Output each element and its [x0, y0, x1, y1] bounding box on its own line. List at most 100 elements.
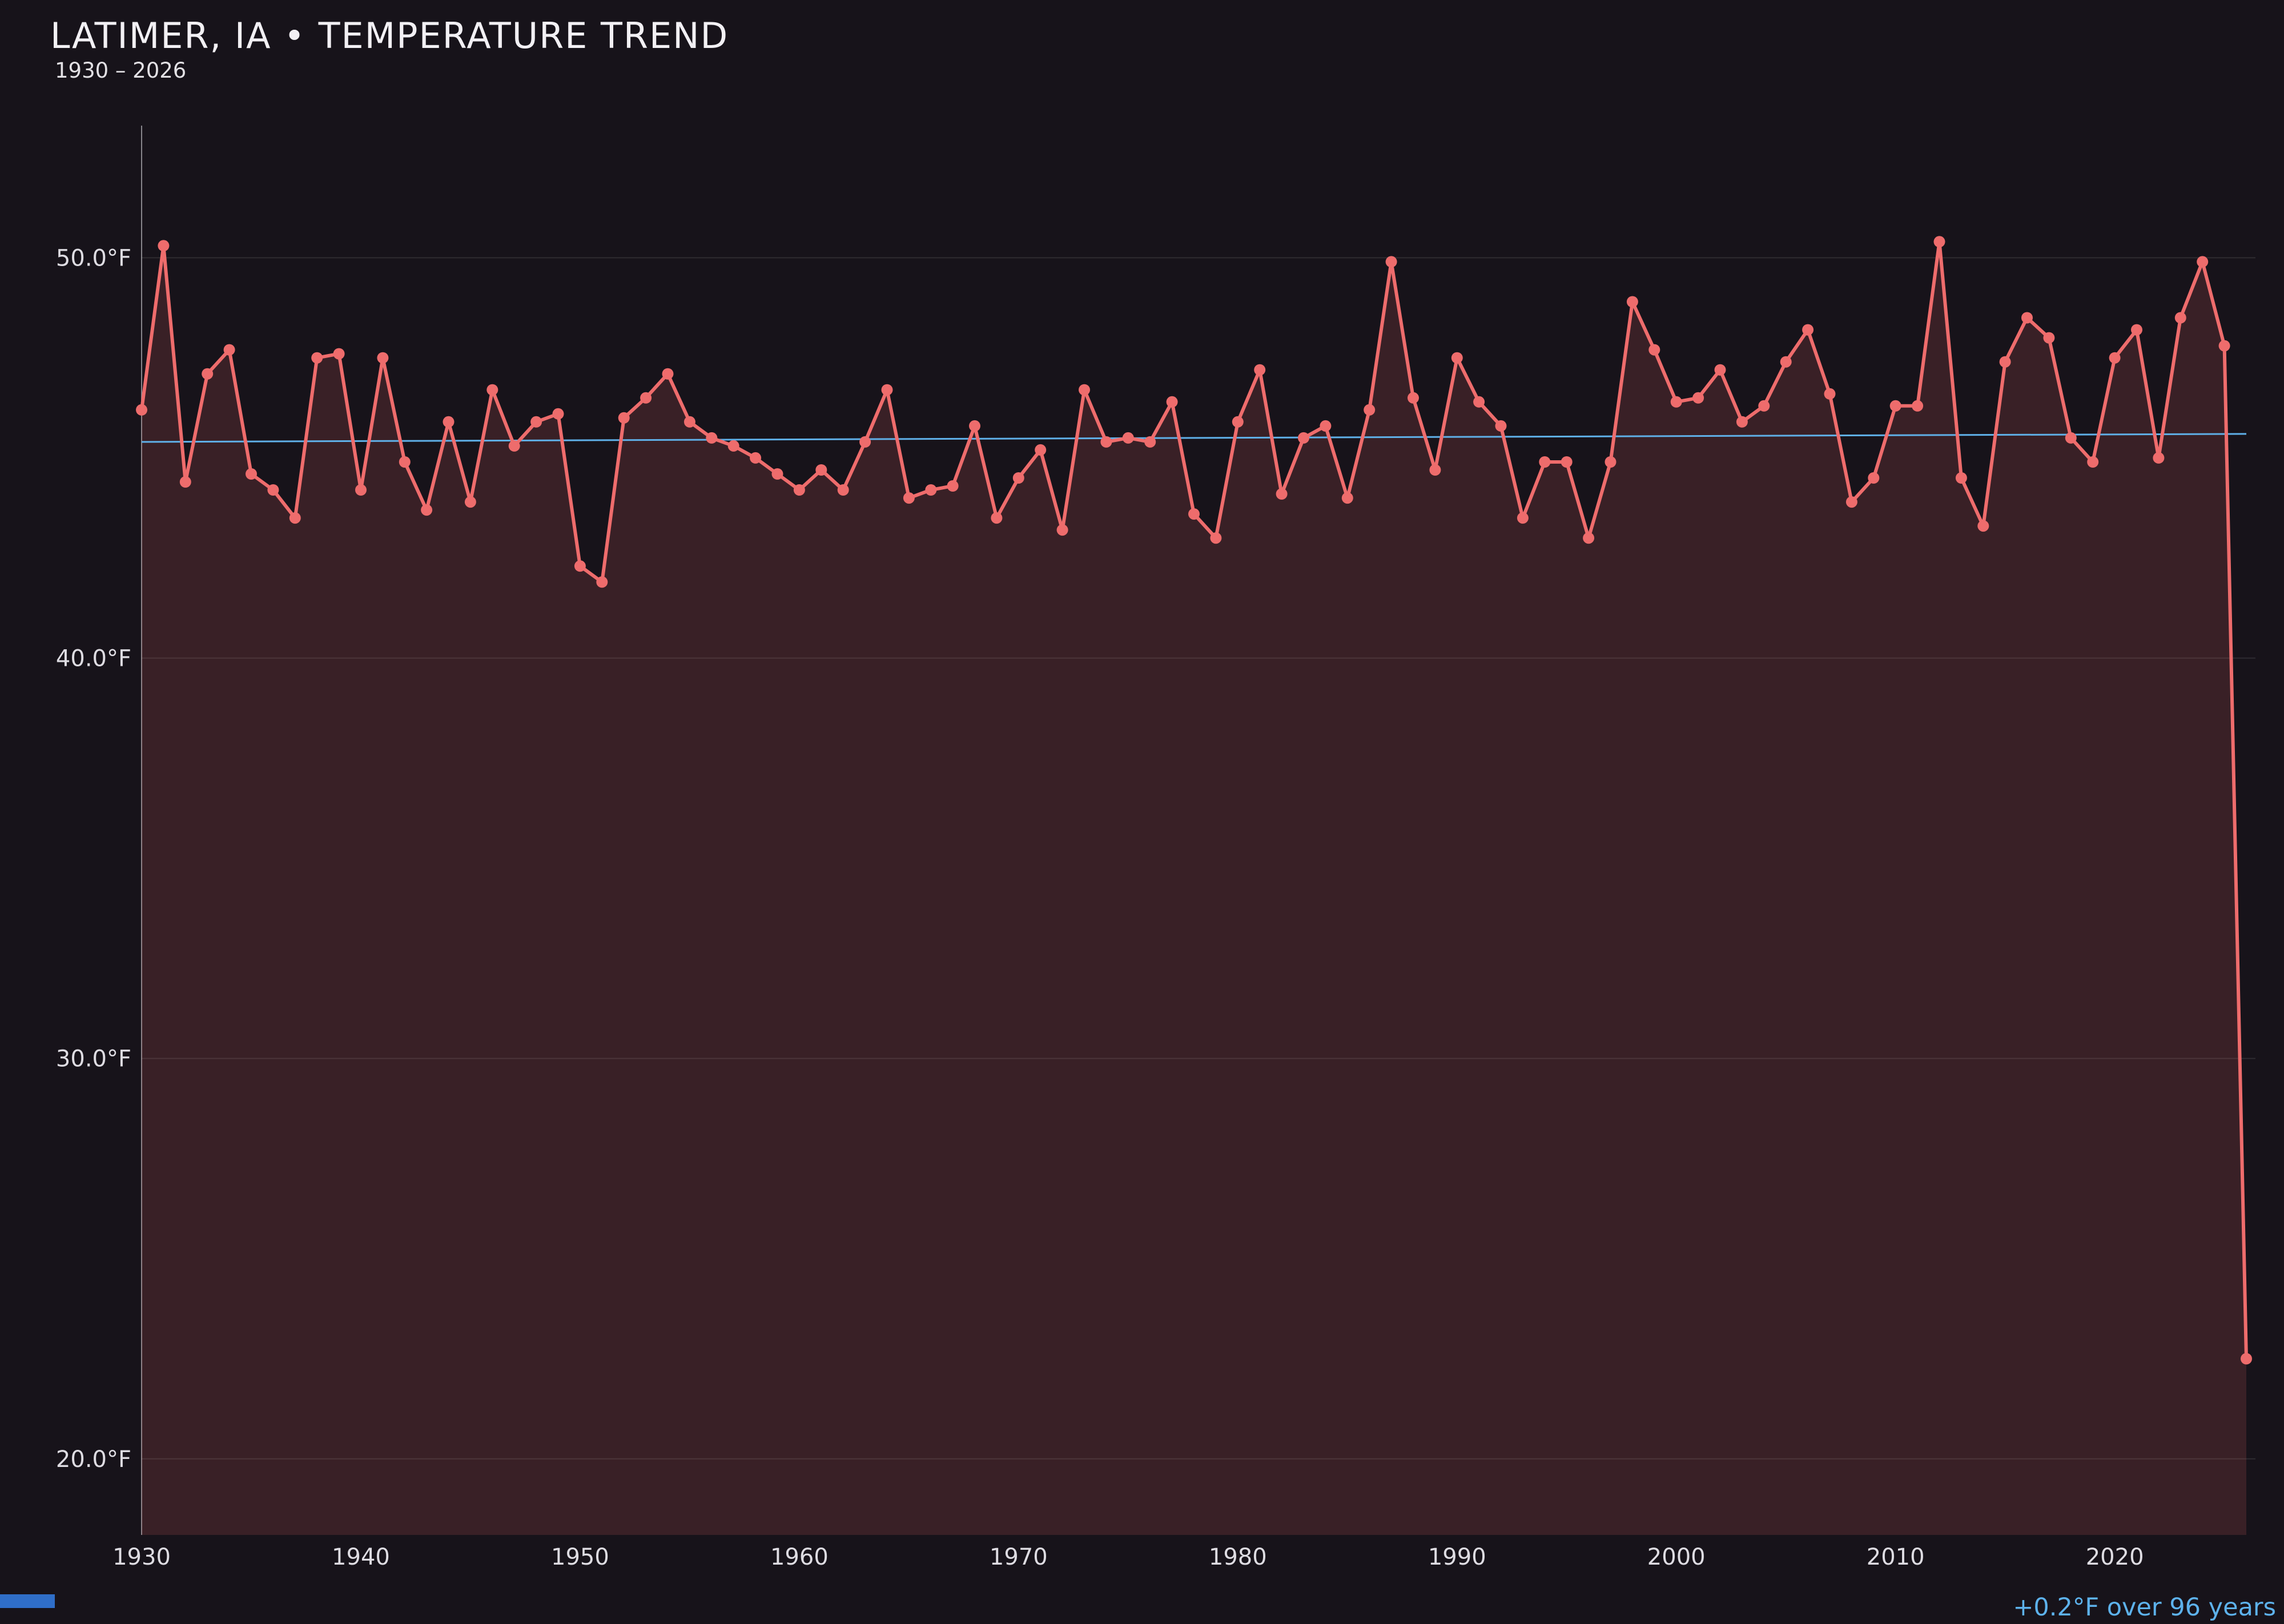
data-point-dot [640, 392, 652, 404]
data-point-dot [815, 464, 827, 476]
data-point-dot [202, 368, 214, 380]
data-point-dot [158, 240, 170, 252]
data-point-dot [1012, 472, 1024, 484]
data-point-dot [2021, 312, 2033, 324]
data-point-dot [991, 512, 1003, 524]
y-axis-tick-label: 30.0°F [56, 1046, 131, 1072]
data-point-dot [399, 456, 411, 468]
data-point-dot [750, 452, 762, 464]
data-point-dot [179, 476, 191, 488]
data-point-dot [1670, 396, 1682, 408]
data-point-dot [683, 416, 695, 428]
data-point-dot [223, 344, 235, 356]
data-point-dot [1802, 324, 1814, 336]
data-point-dot [1868, 472, 1880, 484]
data-point-dot [1758, 400, 1770, 412]
trend-line [141, 433, 2247, 443]
x-axis-tick-label: 1940 [332, 1544, 390, 1570]
data-point-dot [2218, 340, 2230, 352]
data-point-dot [1648, 344, 1660, 356]
data-point-dot [1166, 396, 1178, 408]
data-point-dot [1889, 400, 1901, 412]
data-point-dot [1736, 416, 1748, 428]
data-point-dot [1977, 520, 1989, 532]
data-point-dot [1144, 436, 1156, 448]
data-point-dot [1122, 432, 1134, 444]
data-point-dot [1364, 404, 1376, 416]
data-point-dot [1933, 236, 1945, 248]
data-point-dot [1210, 532, 1222, 544]
data-point-dot [486, 384, 498, 396]
data-point-dot [1232, 416, 1244, 428]
data-point-dot [1845, 496, 1857, 508]
data-point-dot [1714, 364, 1726, 376]
data-point-dot [837, 484, 849, 496]
data-point-dot [2043, 332, 2055, 344]
data-point-dot [552, 408, 564, 420]
data-point-dot [530, 416, 542, 428]
data-point-dot [727, 440, 739, 452]
x-axis-tick-label: 1970 [990, 1544, 1048, 1570]
data-point-dot [267, 484, 279, 496]
data-point-dot [1188, 508, 1200, 520]
trend-annotation-label: +0.2°F over 96 years [2013, 1593, 2276, 1622]
data-point-dot [311, 352, 323, 364]
y-axis-tick-label: 20.0°F [56, 1446, 131, 1473]
x-axis-tick-label: 2020 [2086, 1544, 2144, 1570]
data-point-dot [2109, 352, 2121, 364]
data-point-dot [1035, 444, 1047, 456]
data-point-dot [662, 368, 674, 380]
data-point-dot [947, 480, 959, 492]
data-point-dot [881, 384, 893, 396]
data-point-dot [1451, 352, 1463, 364]
data-point-dot [903, 492, 915, 504]
data-point-dot [618, 412, 630, 424]
data-point-dot [1100, 436, 1112, 448]
data-point-dot [508, 440, 520, 452]
data-point-dot [2174, 312, 2186, 324]
data-point-dot [1429, 464, 1441, 476]
data-point-dot [1276, 488, 1288, 500]
data-point-dot [1473, 396, 1485, 408]
data-point-dot [1341, 492, 1353, 504]
x-axis-tick-label: 1930 [112, 1544, 171, 1570]
data-point-dot [1385, 256, 1397, 268]
data-point-dot [377, 352, 389, 364]
data-point-dot [1320, 420, 1332, 432]
data-point-dot [1955, 472, 1967, 484]
data-point-dot [2065, 432, 2077, 444]
data-point-dot [1999, 356, 2011, 368]
data-point-dot [1539, 456, 1551, 468]
bottom-left-blue-bar [0, 1594, 55, 1608]
data-point-dot [1605, 456, 1617, 468]
data-point-dot [1583, 532, 1595, 544]
data-point-dot [771, 468, 783, 480]
data-point-dot [1079, 384, 1090, 396]
data-point-dot [1780, 356, 1792, 368]
data-point-dot [1626, 296, 1638, 308]
data-point-dot [2153, 452, 2165, 464]
data-point-dot [1517, 512, 1529, 524]
data-point-dot [1561, 456, 1573, 468]
data-point-dot [2197, 256, 2209, 268]
data-point-dot [574, 560, 586, 572]
data-point-dot [289, 512, 301, 524]
data-point-dot [1495, 420, 1507, 432]
y-axis-tick-label: 50.0°F [56, 245, 131, 271]
data-point-dot [1254, 364, 1266, 376]
data-point-dot [1692, 392, 1704, 404]
data-point-dot [443, 416, 455, 428]
chart-subtitle: 1930 – 2026 [55, 58, 187, 83]
x-axis-tick-label: 1950 [551, 1544, 609, 1570]
data-point-dot [355, 484, 367, 496]
data-point-dot [1912, 400, 1924, 412]
data-point-dot [136, 404, 147, 416]
data-point-dot [2131, 324, 2142, 336]
x-axis-tick-label: 1990 [1428, 1544, 1486, 1570]
temperature-area-fill [142, 242, 2246, 1535]
data-point-dot [859, 436, 871, 448]
data-point-dot [969, 420, 980, 432]
data-point-dot [596, 576, 608, 588]
